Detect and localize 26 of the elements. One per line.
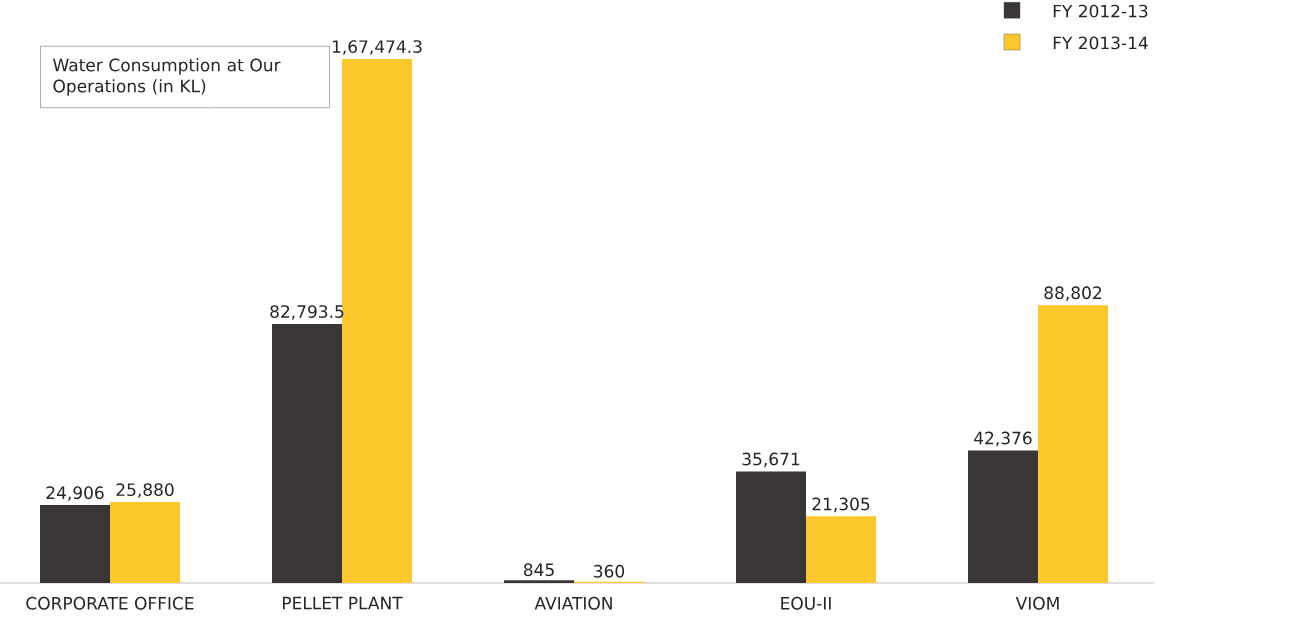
bar — [342, 58, 412, 583]
data-label: 21,305 — [812, 497, 870, 513]
bar — [1037, 305, 1108, 583]
data-label: 1,67,474.3 — [332, 40, 422, 55]
bar — [806, 516, 876, 583]
bar — [110, 502, 181, 583]
x-tick-label: VIOM — [1015, 596, 1059, 610]
data-label: 35,671 — [742, 452, 800, 468]
bar — [40, 505, 111, 583]
bar — [735, 471, 806, 583]
data-label: 24,906 — [46, 486, 104, 501]
legend-label: FY 2012-13 — [1053, 4, 1148, 18]
x-tick-label: EOU-II — [781, 596, 831, 610]
x-tick-label: AVIATION — [534, 596, 612, 610]
x-tick-label: CORPORATE OFFICE — [26, 596, 194, 610]
x-tick-label: PELLET PLANT — [283, 596, 403, 610]
legend-label: FY 2013-14 — [1053, 36, 1148, 50]
data-label: 42,376 — [974, 431, 1032, 447]
bar — [272, 323, 342, 583]
bar — [967, 450, 1038, 583]
data-label: 88,802 — [1044, 286, 1102, 301]
bar — [504, 580, 574, 583]
data-label: 25,880 — [116, 483, 174, 498]
data-label: 845 — [523, 563, 554, 577]
text: Water Consumption at Our Operations (in KL) — [53, 58, 281, 96]
data-label: 360 — [594, 564, 625, 578]
